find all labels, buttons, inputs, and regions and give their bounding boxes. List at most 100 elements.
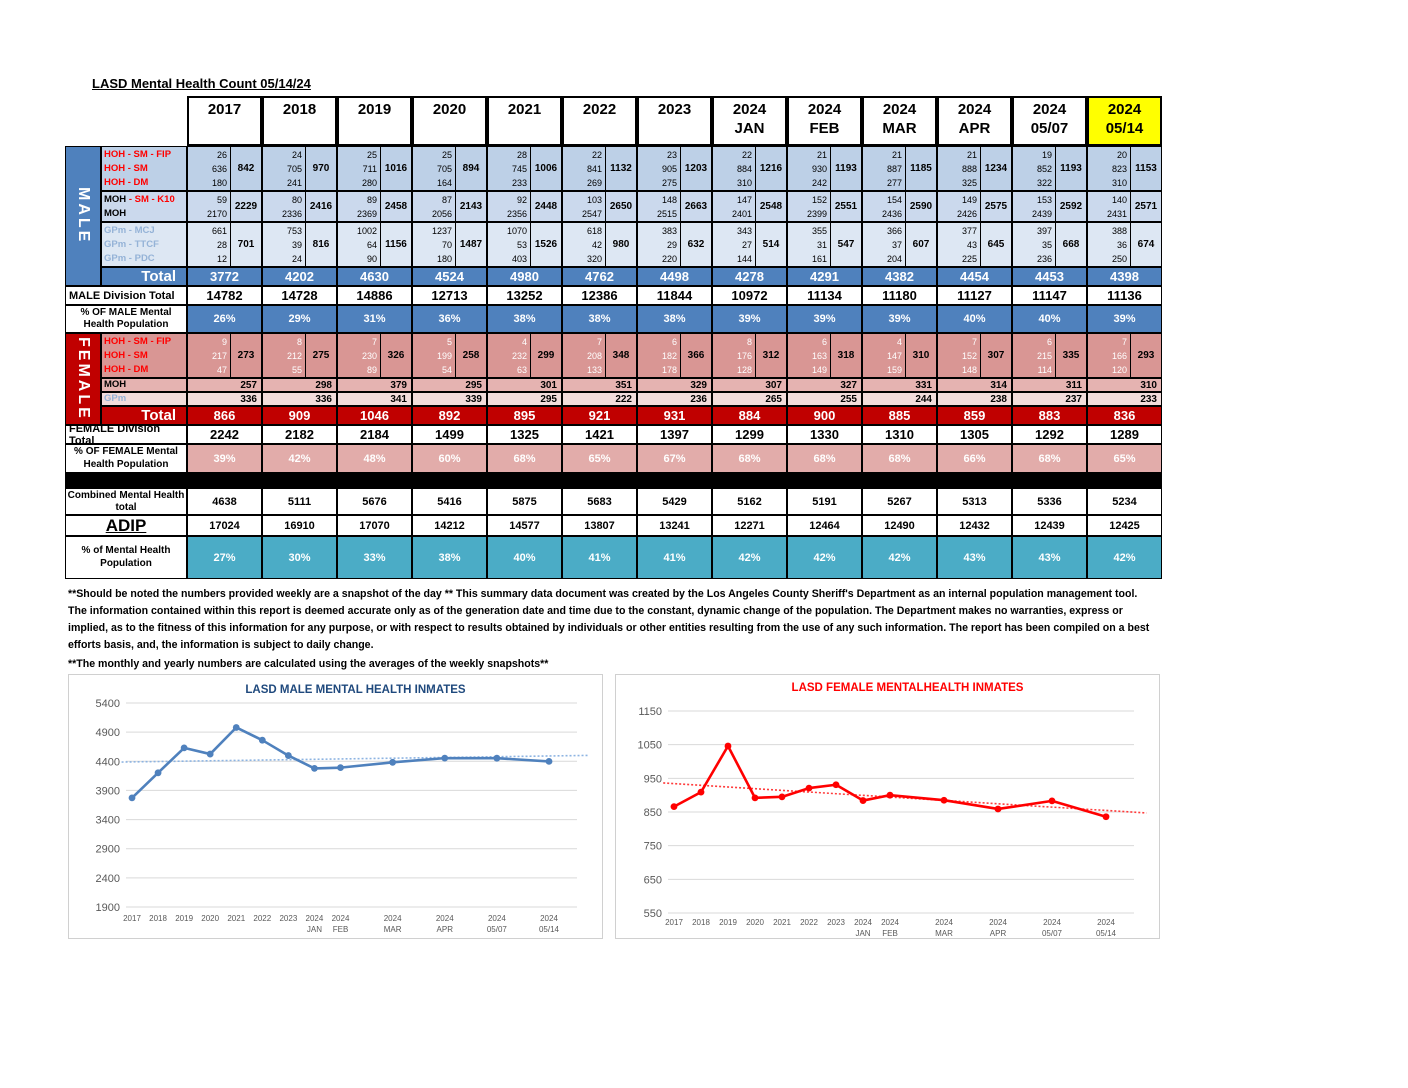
total-pct-value: 43% <box>1012 536 1087 579</box>
m-hoh-data-cell: 21 888 325 1234 <box>937 146 1012 191</box>
detail-values: 8 212 55 <box>263 334 306 377</box>
detail-value: 164 <box>436 177 452 188</box>
detail-value: 2439 <box>1031 208 1052 219</box>
detail-value: 377 <box>961 225 977 236</box>
male-division-total-value: 11147 <box>1012 286 1087 305</box>
subtotal-value: 307 <box>987 350 1005 361</box>
moh-value-cell: 331 <box>862 378 937 392</box>
table-header-row: 2017 2018 2019 2020 2021 2022 2023 2024 J… <box>65 96 1162 146</box>
male-division-total-value: 12713 <box>412 286 487 305</box>
disclaimer-paragraph: **Should be noted the numbers provided w… <box>68 588 1150 652</box>
detail-values: 661 28 12 <box>188 223 231 266</box>
detail-value: 2369 <box>356 208 377 219</box>
detail-values: 21 888 325 <box>938 147 981 190</box>
total-value: 931 <box>637 406 712 425</box>
subtotal-value: 1153 <box>1135 163 1157 174</box>
m-moh-data-cell: 59 2170 2229 <box>187 191 262 222</box>
detail-value: 7 <box>596 336 602 347</box>
m-moh-data-cell: 147 2401 2548 <box>712 191 787 222</box>
detail-value: 366 <box>886 225 902 236</box>
female-pct-value: 68% <box>712 444 787 473</box>
female-pct-value: 60% <box>412 444 487 473</box>
period-label: APR <box>958 119 991 137</box>
m-gpm-data-cell: 366 37 204 607 <box>862 222 937 267</box>
total-value: 900 <box>787 406 862 425</box>
subtotal-value: 275 <box>312 350 330 361</box>
gpm-value-cell: 339 <box>412 392 487 406</box>
subtotal-value: 547 <box>837 239 855 250</box>
detail-value: 322 <box>1036 177 1052 188</box>
f-hoh-data-cell: 6 163 149 318 <box>787 333 862 378</box>
female-division-total-value: 1397 <box>637 425 712 444</box>
detail-value: 280 <box>361 177 377 188</box>
detail-value: 7 <box>971 336 977 347</box>
row-label-part: HOH - SM <box>104 162 148 174</box>
detail-values: 22 841 269 <box>563 147 606 190</box>
m-gpm-data-cell: 618 42 320 980 <box>562 222 637 267</box>
svg-text:5400: 5400 <box>96 698 120 710</box>
subtotal-value: 2458 <box>384 201 408 212</box>
svg-text:APR: APR <box>990 929 1007 938</box>
total-label: Total <box>101 267 187 286</box>
m-moh-data-cell: 140 2431 2571 <box>1087 191 1162 222</box>
moh-value-cell: 311 <box>1012 378 1087 392</box>
subtotal-value: 2590 <box>909 201 933 212</box>
year-column-header: 2024 FEB <box>787 96 862 146</box>
male-pct-value: 36% <box>412 305 487 333</box>
male-pct-value: 39% <box>1087 305 1162 333</box>
total-pct-value: 43% <box>937 536 1012 579</box>
subtotal-value: 1006 <box>534 163 558 174</box>
detail-values: 23 905 275 <box>638 147 681 190</box>
subtotal-value: 894 <box>462 163 480 174</box>
adip-value: 14212 <box>412 515 487 536</box>
detail-value: 242 <box>811 177 827 188</box>
svg-text:2021: 2021 <box>227 914 245 923</box>
adip-value: 12490 <box>862 515 937 536</box>
svg-text:2024: 2024 <box>1097 918 1115 927</box>
subtotal-value: 1216 <box>759 163 783 174</box>
combined-total-value: 5875 <box>487 488 562 515</box>
period-label: 05/14 <box>1105 119 1144 137</box>
subtotal-value: 1526 <box>534 239 558 250</box>
year-label: 2024 <box>807 101 842 118</box>
detail-value: 1002 <box>356 225 377 236</box>
detail-value: 120 <box>1111 364 1127 375</box>
header-spacer <box>65 96 187 146</box>
detail-value: 6 <box>671 336 677 347</box>
detail-value: 148 <box>661 194 677 205</box>
total-pct: % of Mental Health Population 27% 30% 33% 38… <box>65 536 1162 579</box>
svg-text:LASD MALE MENTAL HEALTH INMATE: LASD MALE MENTAL HEALTH INMATES <box>245 684 466 696</box>
svg-text:FEB: FEB <box>882 929 898 938</box>
detail-value: 31 <box>816 239 827 250</box>
male-division-total-value: 14728 <box>262 286 337 305</box>
detail-value: 215 <box>1036 350 1052 361</box>
f-hoh-data-cell: 7 152 148 307 <box>937 333 1012 378</box>
detail-value: 7 <box>1121 336 1127 347</box>
adip-value: 12432 <box>937 515 1012 536</box>
male-division-total-value: 11180 <box>862 286 937 305</box>
total-pct-value: 42% <box>1087 536 1162 579</box>
detail-value: 930 <box>811 163 827 174</box>
total-value: 3772 <box>187 267 262 286</box>
m-gpm-labels: GPm - MCJ GPm - TTCF GPm - PDC <box>101 222 187 267</box>
male-section: MALE HOH - SM - FIP HOH - SM HOH - DM 26 636 1… <box>65 146 1162 286</box>
year-column-header: 2023 <box>637 96 712 146</box>
detail-value: 163 <box>811 350 827 361</box>
detail-values: 87 2056 <box>413 192 456 221</box>
subtotal-value: 335 <box>1062 350 1080 361</box>
subtotal-value: 310 <box>912 350 930 361</box>
f-moh-row: MOH 257 298 379 295 301 351 329 307 327 331 314 311 3… <box>101 378 1162 392</box>
row-label-part: HOH - DM <box>104 176 149 188</box>
subtotal-value: 2551 <box>834 201 858 212</box>
subtotal-value: 326 <box>387 350 405 361</box>
female-pct-value: 66% <box>937 444 1012 473</box>
year-label: 2024 <box>1032 101 1067 118</box>
total-pct-label: % of Mental Health Population <box>65 536 187 579</box>
detail-values: 6 182 178 <box>638 334 681 377</box>
subtotal-value: 1156 <box>385 239 407 250</box>
svg-text:2020: 2020 <box>746 918 764 927</box>
detail-value: 233 <box>511 177 527 188</box>
combined-total-value: 5429 <box>637 488 712 515</box>
combined-total-value: 5162 <box>712 488 787 515</box>
female-division-total-value: 2242 <box>187 425 262 444</box>
